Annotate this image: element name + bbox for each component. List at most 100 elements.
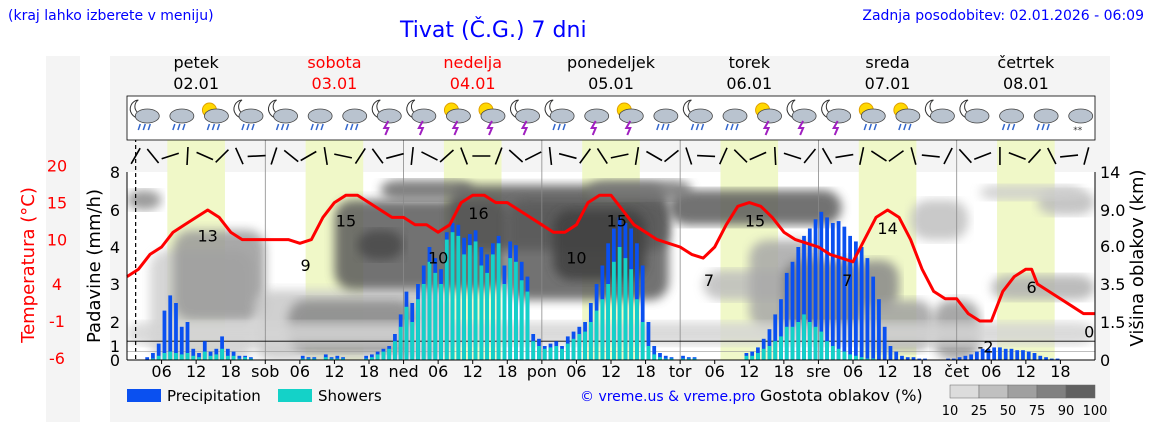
sun-storm-icon [616, 102, 644, 136]
wind-barb [579, 148, 592, 164]
precip-bar [854, 241, 858, 360]
wind-barb [1083, 147, 1090, 165]
x-tick-label: 06 [428, 362, 448, 381]
shower-bar [341, 358, 345, 360]
cloud-legend-level: 50 [1000, 404, 1017, 419]
shower-bar [560, 348, 564, 360]
precip-bar [842, 226, 847, 360]
temperature-label: 0 [1084, 323, 1094, 342]
x-tick-label: sre [806, 362, 830, 381]
cloud-tick-label: 1.5 [1100, 313, 1125, 332]
shower-bar [692, 358, 697, 360]
temp-tick-label: 10 [47, 231, 67, 250]
sun-rain-icon [893, 102, 921, 131]
wind-barb [439, 149, 455, 163]
cloud-blob [173, 230, 266, 320]
cloud-rain-icon [307, 108, 333, 131]
day-date: 08.01 [1003, 74, 1049, 93]
wind-barb [323, 146, 328, 166]
x-tick-label: 18 [1050, 362, 1070, 381]
shower-bar [410, 322, 415, 360]
shower-bar [744, 355, 749, 360]
moon-rain-icon [233, 99, 264, 131]
shower-bar [179, 354, 184, 360]
x-tick-label: 12 [186, 362, 206, 381]
shower-bar [364, 358, 368, 360]
temperature-label: 15 [607, 212, 627, 231]
wind-barb [958, 148, 972, 164]
shower-bar [859, 357, 864, 360]
wind-barb [270, 147, 278, 165]
shower-bar [312, 358, 317, 360]
precip-bar [1032, 353, 1037, 360]
shower-bar [663, 358, 668, 360]
shower-bar [686, 358, 691, 360]
precip-bar [865, 258, 870, 360]
shower-bar [565, 343, 570, 360]
wind-barb [733, 149, 748, 163]
day-name: petek [173, 53, 219, 72]
precip-bar [779, 299, 783, 360]
precip-bar [1015, 350, 1020, 360]
shower-bar [496, 243, 501, 360]
shower-bar [796, 322, 801, 360]
shower-bar [554, 346, 559, 360]
shower-bar [813, 326, 818, 360]
precip-bar [871, 276, 876, 360]
legend-showers-swatch [278, 389, 312, 402]
shower-bar [202, 351, 207, 360]
precip-bar [969, 354, 973, 360]
cloud-legend-level: 100 [1083, 404, 1108, 419]
precip-bar [300, 355, 305, 360]
precip-bar [191, 348, 196, 360]
shower-bar [502, 284, 507, 360]
wind-barb [386, 152, 404, 160]
day-name: ponedeljek [567, 53, 656, 72]
cloud-tick-label: 6.0 [1100, 237, 1125, 256]
wind-barb [943, 147, 953, 165]
wind-barb [161, 152, 180, 160]
shower-bar [479, 265, 484, 360]
day-headers: petek 02.01 sobota 03.01 nedelja 04.01 ponedel… [173, 53, 1055, 93]
shower-bar [617, 247, 622, 360]
shower-bar [433, 272, 438, 360]
wind-barb [749, 151, 767, 161]
shower-bar [519, 280, 524, 360]
day-date: 05.01 [588, 74, 634, 93]
day-name: sreda [865, 53, 909, 72]
cloud-legend-swatch [949, 384, 980, 399]
sun-storm-icon [755, 102, 782, 136]
shower-bar [784, 326, 789, 360]
shower-bar [514, 261, 518, 360]
cloud-legend-swatch [1036, 384, 1067, 399]
cloud-legend-swatch [1007, 384, 1038, 399]
shower-bar [646, 346, 651, 360]
wind-barb [870, 150, 887, 162]
shower-bar [329, 358, 334, 360]
shower-bar [594, 310, 599, 360]
precip-bar [145, 357, 150, 360]
credit-link: © vreme.us & vreme.pro [580, 389, 755, 405]
shower-bar [750, 355, 755, 360]
shower-bar [537, 346, 541, 360]
precip-bar [802, 235, 806, 360]
shower-bar [231, 355, 236, 360]
moon-rain-icon [268, 99, 298, 131]
temp-tick-label: -1 [49, 312, 65, 331]
moon-cloud-icon [959, 99, 990, 124]
wind-barb [421, 151, 438, 161]
cloud-tick-label: 3.5 [1100, 275, 1125, 294]
shower-bar [174, 353, 178, 360]
precip-tick-label: 6 [110, 201, 120, 220]
precip-bar [905, 357, 910, 360]
precip-bar [1044, 357, 1048, 360]
location-hint[interactable]: (kraj lahko izberete v meniju) [8, 8, 214, 24]
page-title: Tivat (Č.G.) 7 dni [400, 18, 587, 43]
shower-bar [848, 354, 852, 360]
shower-bar [237, 358, 242, 360]
shower-bar [606, 284, 610, 360]
temperature-label: 9 [301, 256, 311, 275]
shower-bar [842, 351, 847, 360]
shower-bar [819, 331, 824, 360]
shower-bar [370, 357, 374, 360]
